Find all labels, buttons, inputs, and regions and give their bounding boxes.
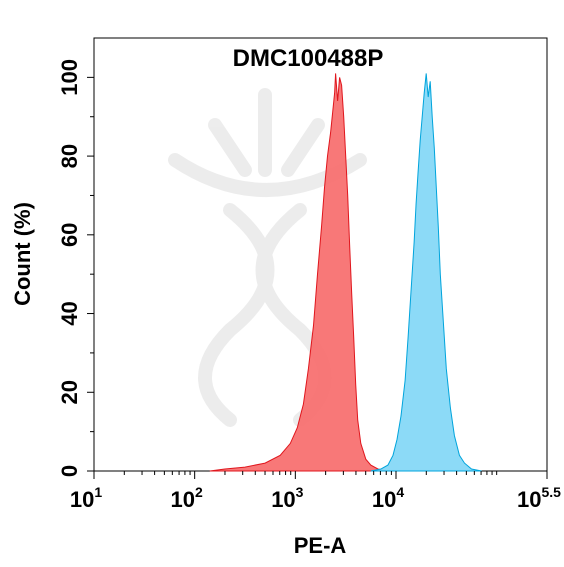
series-layer: [209, 73, 482, 472]
y-tick-label: 20: [57, 380, 82, 404]
chart-title: DMC100488P: [233, 45, 384, 72]
x-tick-label: 101: [70, 484, 102, 512]
x-tick-label: 102: [171, 484, 203, 512]
y-tick-label: 0: [57, 465, 82, 477]
y-tick-label: 100: [57, 59, 82, 96]
y-axis-label: Count (%): [10, 202, 35, 306]
y-axis: 0 20 40 60 80 100: [57, 59, 94, 477]
x-tick-label: 105.5: [517, 484, 561, 512]
histogram-series-1: [209, 73, 387, 472]
x-axis: 101 102 103 104 105.5: [70, 471, 561, 512]
x-axis-label: PE-A: [294, 533, 347, 558]
y-tick-label: 60: [57, 223, 82, 247]
y-tick-label: 80: [57, 144, 82, 168]
y-tick-label: 40: [57, 301, 82, 325]
x-tick-label: 103: [271, 484, 303, 512]
x-tick-label: 104: [372, 484, 404, 512]
histogram-series-2: [370, 73, 482, 472]
